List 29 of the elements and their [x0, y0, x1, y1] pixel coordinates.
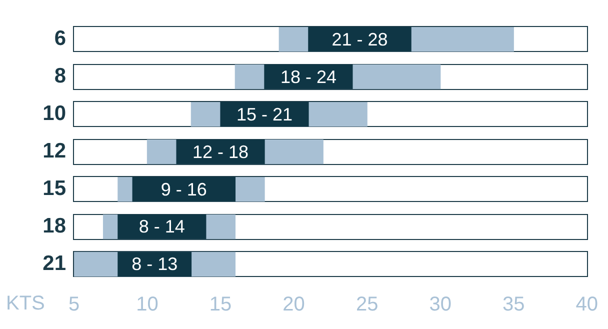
bar: [308, 27, 412, 52]
y-tick-label: 18: [42, 214, 66, 238]
bar: [176, 139, 265, 164]
x-tick-label: 20: [282, 294, 305, 316]
annotation: 8 - 14: [138, 216, 185, 237]
y-tick-label: 6: [54, 27, 66, 50]
y-tick-label: 8: [54, 64, 66, 88]
x-axis-title: KTS: [6, 292, 45, 315]
x-tick-label: 30: [429, 294, 452, 316]
annotation: 15 - 21: [236, 104, 293, 124]
y-tick-label: 10: [42, 102, 66, 126]
bar: [118, 252, 192, 277]
x-tick-label: 35: [502, 294, 525, 316]
x-tick-label: 15: [209, 294, 232, 316]
annotation: 12 - 18: [192, 142, 249, 162]
annotation: 21 - 28: [332, 29, 388, 50]
x-tick-label: 5: [68, 294, 80, 316]
y-tick-label: 12: [42, 140, 66, 163]
bar: [132, 176, 236, 202]
y-tick-label: 15: [42, 177, 66, 200]
annotation: 8 - 13: [132, 254, 178, 274]
x-tick-label: 10: [136, 294, 158, 316]
bar: [220, 102, 309, 127]
x-tick-label: 40: [576, 294, 598, 316]
annotation: 9 - 16: [160, 179, 207, 200]
y-tick-label: 21: [42, 252, 66, 276]
x-tick-label: 25: [356, 294, 378, 316]
annotation: 18 - 24: [280, 66, 336, 87]
bar: [118, 214, 206, 240]
